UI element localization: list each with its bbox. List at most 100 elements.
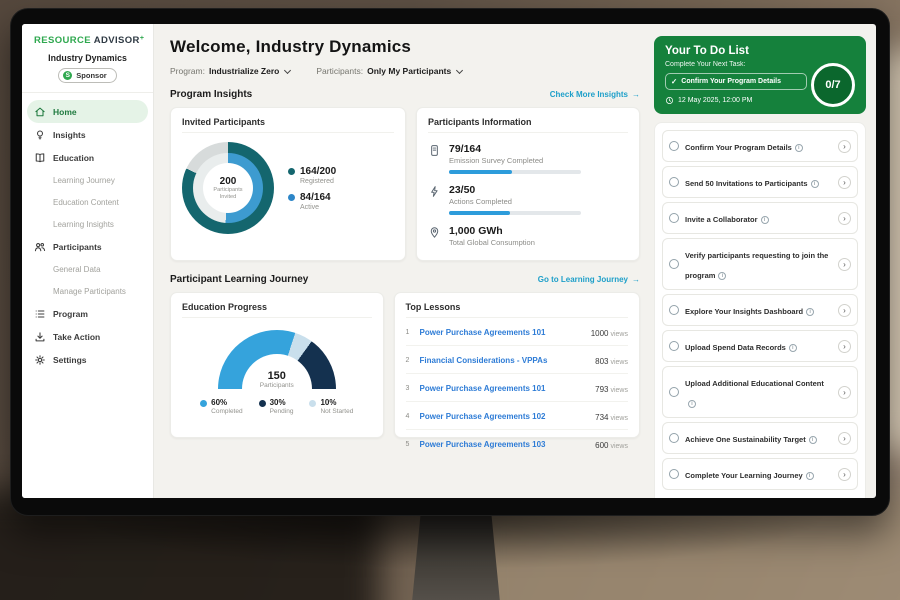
sidebar-item-take-action[interactable]: Take Action: [22, 325, 153, 348]
chevron-right-icon[interactable]: ›: [838, 386, 851, 399]
go-to-learning-journey-link[interactable]: Go to Learning Journey →: [538, 275, 640, 284]
task-label: Achieve One Sustainability Target: [685, 435, 806, 444]
sidebar-item-settings[interactable]: Settings: [22, 348, 153, 371]
task-row[interactable]: Upload Spend Data Recordsi ›: [662, 330, 858, 362]
info-icon[interactable]: i: [806, 308, 814, 316]
sidebar-item-label: Learning Journey: [53, 176, 115, 185]
participants-filter-value: Only My Participants: [367, 66, 451, 76]
learning-journey-cards: Education Progress 150 Participants 60% …: [170, 292, 640, 438]
info-icon[interactable]: i: [795, 144, 803, 152]
lesson-views-unit: views: [610, 415, 628, 422]
chevron-right-icon[interactable]: ›: [838, 212, 851, 225]
task-row[interactable]: Explore Your Insights Dashboardi ›: [662, 294, 858, 326]
sidebar-divider: [22, 92, 153, 93]
task-row[interactable]: Confirm Your Program Detailsi ›: [662, 130, 858, 162]
donut-center-label: Participants Invited: [209, 187, 247, 201]
sidebar-item-education[interactable]: Education: [22, 146, 153, 169]
todo-progress-value: 0/7: [825, 79, 840, 91]
sidebar-item-label: Take Action: [53, 332, 100, 342]
link-label: Check More Insights: [550, 90, 628, 99]
info-icon[interactable]: i: [811, 180, 819, 188]
chevron-right-icon[interactable]: ›: [838, 468, 851, 481]
sidebar-item-insights[interactable]: Insights: [22, 123, 153, 146]
task-checkbox[interactable]: [669, 341, 679, 351]
participants-filter-dropdown[interactable]: Participants: Only My Participants: [316, 66, 462, 76]
chevron-right-icon[interactable]: ›: [838, 340, 851, 353]
todo-next-task-label: Confirm Your Program Details: [681, 78, 781, 85]
lesson-link[interactable]: Power Purchase Agreements 101: [420, 328, 584, 337]
task-checkbox[interactable]: [669, 213, 679, 223]
chevron-right-icon[interactable]: ›: [838, 176, 851, 189]
stat-emission-survey: 79/164 Emission Survey Completed: [428, 143, 628, 174]
lesson-link[interactable]: Financial Considerations - VPPAs: [420, 356, 589, 365]
stat-consumption: 1,000 GWh Total Global Consumption: [428, 225, 628, 247]
info-icon[interactable]: i: [718, 272, 726, 280]
info-icon[interactable]: i: [809, 436, 817, 444]
sidebar-item-general-data[interactable]: General Data: [22, 258, 153, 280]
check-more-insights-link[interactable]: Check More Insights →: [550, 90, 640, 99]
lesson-row: 4 Power Purchase Agreements 102 734views: [406, 402, 628, 430]
task-row[interactable]: Complete Your Learning Journeyi ›: [662, 458, 858, 490]
sidebar-item-education-content[interactable]: Education Content: [22, 191, 153, 213]
chevron-right-icon[interactable]: ›: [838, 140, 851, 153]
task-checkbox[interactable]: [669, 259, 679, 269]
task-row[interactable]: Invite a Collaboratori ›: [662, 202, 858, 234]
legend-value: 84/164: [300, 192, 331, 203]
sidebar-item-home[interactable]: Home: [27, 100, 148, 123]
lesson-views: 734: [595, 413, 608, 422]
todo-title: Your To Do List: [665, 45, 855, 57]
task-row[interactable]: Upload Additional Educational Contenti ›: [662, 366, 858, 418]
info-icon[interactable]: i: [761, 216, 769, 224]
sidebar-item-learning-insights[interactable]: Learning Insights: [22, 213, 153, 235]
emission-survey-progress-bar: [449, 170, 581, 174]
lesson-views: 793: [595, 385, 608, 394]
sidebar-item-program[interactable]: Program: [22, 302, 153, 325]
program-filter-dropdown[interactable]: Program: Industrialize Zero: [170, 66, 290, 76]
lesson-views: 803: [595, 357, 608, 366]
task-row[interactable]: Verify participants requesting to join t…: [662, 238, 858, 290]
info-icon[interactable]: i: [688, 400, 696, 408]
logo-plus: +: [140, 35, 145, 42]
info-icon[interactable]: i: [789, 344, 797, 352]
lesson-link[interactable]: Power Purchase Agreements 103: [420, 440, 589, 449]
organization-name: Industry Dynamics: [22, 53, 153, 63]
collapse-tasks-button[interactable]: Collapse Tasks: [662, 494, 858, 498]
task-checkbox[interactable]: [669, 433, 679, 443]
lesson-link[interactable]: Power Purchase Agreements 101: [420, 384, 589, 393]
stat-label: Actions Completed: [449, 197, 581, 206]
sponsor-badge[interactable]: S Sponsor: [58, 68, 116, 83]
pin-icon: [428, 226, 441, 239]
task-checkbox[interactable]: [669, 387, 679, 397]
task-checkbox[interactable]: [669, 141, 679, 151]
program-insights-cards: Invited Participants 200 Participants In…: [170, 107, 640, 261]
stat-value: 23/50: [449, 184, 581, 196]
sidebar-item-participants[interactable]: Participants: [22, 235, 153, 258]
people-icon: [34, 241, 46, 253]
app-logo: RESOURCE ADVISOR+: [22, 33, 153, 46]
task-checkbox[interactable]: [669, 305, 679, 315]
task-row[interactable]: Send 50 Invitations to Participantsi ›: [662, 166, 858, 198]
sidebar-item-learning-journey[interactable]: Learning Journey: [22, 169, 153, 191]
chevron-right-icon[interactable]: ›: [838, 258, 851, 271]
insights-icon: [34, 129, 46, 141]
lesson-link[interactable]: Power Purchase Agreements 102: [420, 412, 589, 421]
legend-item-registered: 164/200 Registered: [288, 166, 336, 185]
lesson-rank: 1: [406, 329, 413, 336]
lightning-icon: [428, 185, 441, 198]
todo-next-task[interactable]: ✓ Confirm Your Program Details: [665, 73, 807, 90]
task-row[interactable]: Achieve One Sustainability Targeti ›: [662, 422, 858, 454]
sidebar-item-label: General Data: [53, 265, 101, 274]
survey-icon: [428, 144, 441, 157]
legend-pct: 30%: [270, 398, 286, 407]
chevron-right-icon[interactable]: ›: [838, 432, 851, 445]
sidebar-item-manage-participants[interactable]: Manage Participants: [22, 280, 153, 302]
task-checkbox[interactable]: [669, 177, 679, 187]
donut-legend: 164/200 Registered 84/164 Active: [288, 159, 336, 218]
chevron-right-icon[interactable]: ›: [838, 304, 851, 317]
stat-label: Emission Survey Completed: [449, 156, 581, 165]
task-checkbox[interactable]: [669, 469, 679, 479]
info-icon[interactable]: i: [806, 472, 814, 480]
sidebar-item-label: Program: [53, 309, 88, 319]
logo-text-advisor: ADVISOR: [94, 35, 140, 46]
sidebar-item-label: Learning Insights: [53, 220, 114, 229]
